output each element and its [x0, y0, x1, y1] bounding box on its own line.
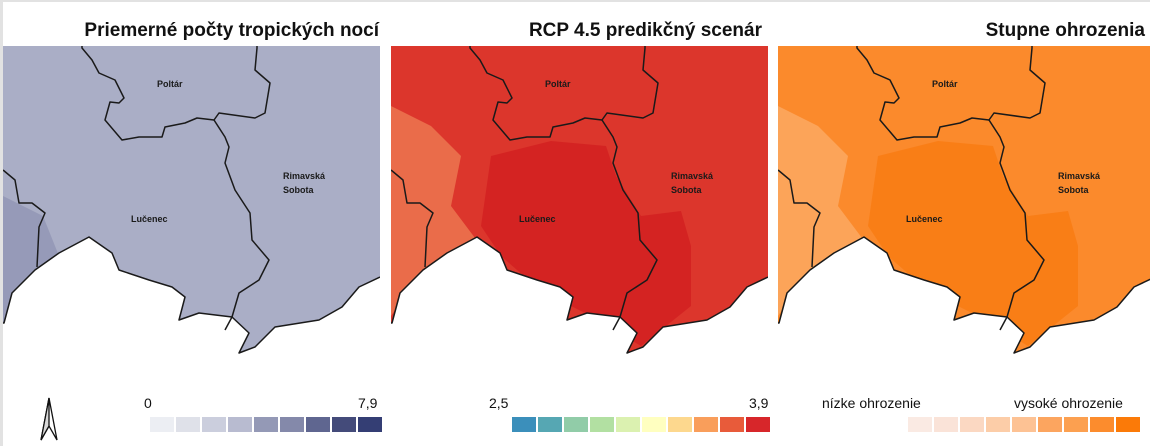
legend-swatch: [668, 417, 692, 432]
legend-swatch: [694, 417, 718, 432]
region-darker: [481, 141, 691, 346]
label-poltar: Poltár: [932, 79, 958, 89]
legend-swatch: [280, 417, 304, 432]
legend-swatch: [590, 417, 614, 432]
outside-area: [3, 237, 380, 356]
label-lucenec: Lučenec: [906, 214, 943, 224]
legend1-min: 0: [144, 395, 152, 411]
legend-swatch: [986, 417, 1010, 432]
border-west: [391, 169, 434, 268]
legend-swatch: [228, 417, 252, 432]
region-lighter: [778, 106, 868, 316]
border-lucenec-rimavska: [601, 119, 658, 331]
label-poltar: Poltár: [545, 79, 571, 89]
region-lighter: [391, 106, 481, 316]
legend-swatch: [538, 417, 562, 432]
legend1-max: 7,9: [358, 395, 378, 411]
label-poltar: Poltár: [157, 79, 183, 89]
legend-swatch: [1116, 417, 1140, 432]
legend-swatch: [1038, 417, 1062, 432]
legend-swatch: [1012, 417, 1036, 432]
title-threat-levels: Stupne ohrozenia: [985, 20, 1145, 41]
legend-swatch: [720, 417, 744, 432]
title-rcp45: RCP 4.5 predikčný scenár: [528, 20, 762, 41]
map-rcp45: Poltár Rimavská Sobota Lučenec: [391, 46, 768, 356]
outside-area: [391, 237, 768, 356]
legend-swatch: [202, 417, 226, 432]
legend-swatch: [254, 417, 278, 432]
border-poltar: [81, 46, 271, 141]
north-arrow-icon: [40, 397, 58, 441]
legend-swatch: [512, 417, 536, 432]
label-sobota: Sobota: [283, 185, 314, 195]
label-sobota: Sobota: [1058, 185, 1089, 195]
legend-swatch: [306, 417, 330, 432]
legend3-min: nízke ohrozenie: [822, 395, 921, 411]
legend-swatch: [908, 417, 932, 432]
border-state: [3, 236, 380, 354]
legend2-min: 2,5: [489, 395, 509, 411]
top-border: [0, 0, 1150, 2]
legend2-scale: [512, 417, 770, 432]
legend-swatch: [1090, 417, 1114, 432]
border-poltar: [469, 46, 659, 141]
legend-swatch: [616, 417, 640, 432]
region-darker: [868, 141, 1078, 346]
legend-swatch: [746, 417, 770, 432]
border-west: [3, 169, 46, 268]
border-west: [778, 169, 821, 268]
legend-swatch: [564, 417, 588, 432]
legend-swatch: [150, 417, 174, 432]
map-tropical-nights: Poltár Rimavská Sobota Lučenec: [3, 46, 380, 356]
border-poltar: [856, 46, 1046, 141]
border-lucenec-rimavska: [988, 119, 1045, 331]
legend-swatch: [332, 417, 356, 432]
map-threat-levels: Poltár Rimavská Sobota Lučenec: [778, 46, 1150, 356]
label-sobota: Sobota: [671, 185, 702, 195]
label-rimavska: Rimavská: [671, 171, 714, 181]
left-border: [0, 0, 3, 446]
label-lucenec: Lučenec: [131, 214, 168, 224]
border-state: [391, 236, 768, 354]
label-rimavska: Rimavská: [283, 171, 326, 181]
legend2-max: 3,9: [749, 395, 769, 411]
legend3-scale: [908, 417, 1140, 432]
label-rimavska: Rimavská: [1058, 171, 1101, 181]
label-lucenec: Lučenec: [519, 214, 556, 224]
legend-swatch: [642, 417, 666, 432]
legend1-scale: [150, 417, 382, 432]
border-state: [778, 236, 1150, 354]
legend3-max: vysoké ohrozenie: [1014, 395, 1123, 411]
border-lucenec-rimavska: [213, 119, 270, 331]
legend-swatch: [176, 417, 200, 432]
legend-swatch: [358, 417, 382, 432]
legend-swatch: [934, 417, 958, 432]
legend-swatch: [1064, 417, 1088, 432]
legend-swatch: [960, 417, 984, 432]
title-tropical-nights: Priemerné počty tropických nocí: [84, 20, 379, 41]
